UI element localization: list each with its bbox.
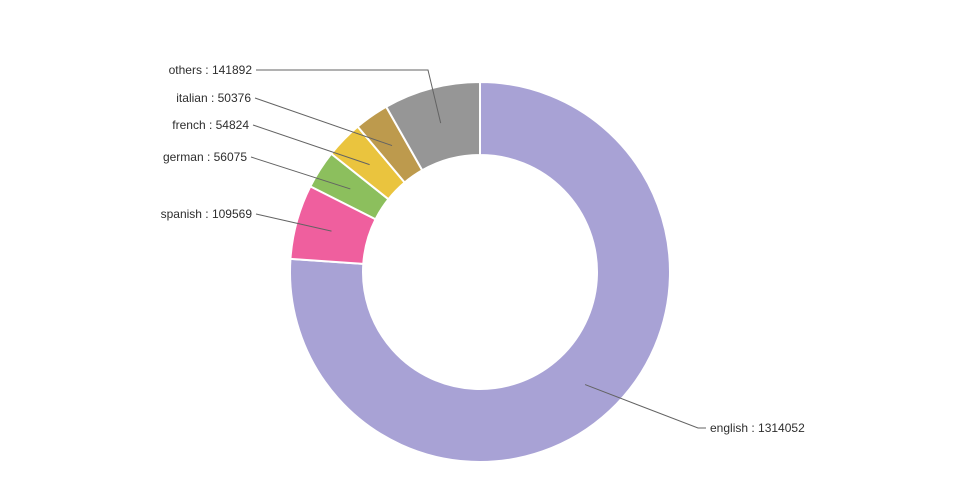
leader-lines-group [250,69,706,429]
annotation-italian: italian : 50376 [176,91,251,105]
leader-line-spanish [255,213,332,232]
leader-line-german [250,156,351,190]
slice-others[interactable] [385,81,481,172]
annotation-german: german : 56075 [162,150,247,164]
annotation-others: others : 141892 [168,63,252,77]
slices-group [289,81,671,463]
leader-line-french [252,124,370,166]
annotation-spanish: spanish : 109569 [160,207,252,221]
annotation-french: french : 54824 [172,118,249,132]
leader-line-english [584,384,706,429]
leader-line-others [256,69,442,124]
slice-english[interactable] [289,81,671,463]
annotation-english: english : 1314052 [710,421,805,435]
leader-line-italian [254,97,393,147]
